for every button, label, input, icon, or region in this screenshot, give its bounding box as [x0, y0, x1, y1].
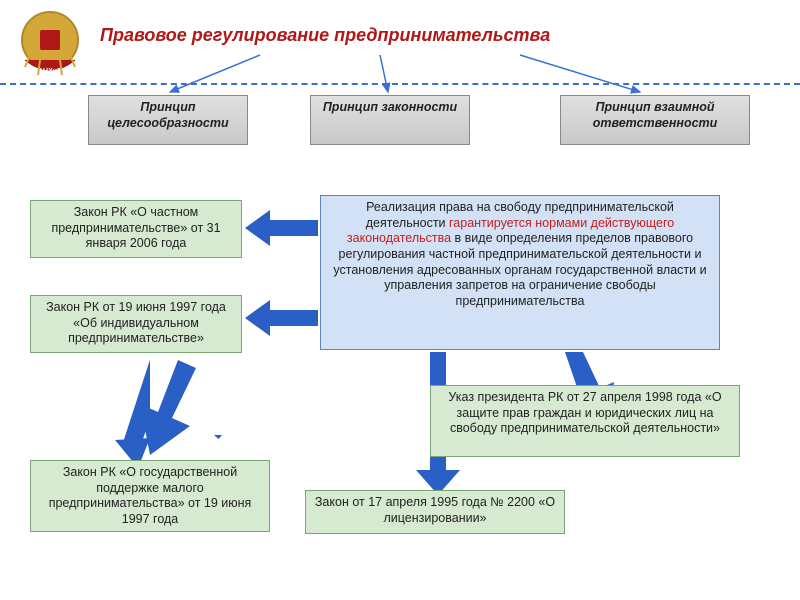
law-5-label: Указ президента РК от 27 апреля 1998 год… — [448, 390, 721, 435]
law-2-label: Закон РК от 19 июня 1997 года «Об индиви… — [46, 300, 226, 345]
law-1-label: Закон РК «О частном предпринимательстве»… — [51, 205, 220, 250]
law-box-5: Указ президента РК от 27 апреля 1998 год… — [430, 385, 740, 457]
law-box-4: Закон от 17 апреля 1995 года № 2200 «О л… — [305, 490, 565, 534]
law-box-3: Закон РК «О государственной поддержке ма… — [30, 460, 270, 532]
central-statement-box: Реализация права на свободу предпринимат… — [320, 195, 720, 350]
emblem-logo: РАНХиГС — [10, 5, 90, 95]
law-box-2: Закон РК от 19 июня 1997 года «Об индиви… — [30, 295, 242, 353]
law-4-label: Закон от 17 апреля 1995 года № 2200 «О л… — [315, 495, 555, 525]
page-title: Правовое регулирование предпринимательст… — [100, 25, 550, 46]
principle-box-3: Принцип взаимной ответственности — [560, 95, 750, 145]
divider-dashed — [0, 83, 800, 85]
principle-box-2: Принцип законности — [310, 95, 470, 145]
principle-3-label: Принцип взаимной ответственности — [593, 100, 718, 130]
law-box-1: Закон РК «О частном предпринимательстве»… — [30, 200, 242, 258]
principle-1-label: Принцип целесообразности — [107, 100, 228, 130]
principle-box-1: Принцип целесообразности — [88, 95, 248, 145]
law-3-label: Закон РК «О государственной поддержке ма… — [49, 465, 252, 526]
principle-2-label: Принцип законности — [323, 100, 457, 114]
